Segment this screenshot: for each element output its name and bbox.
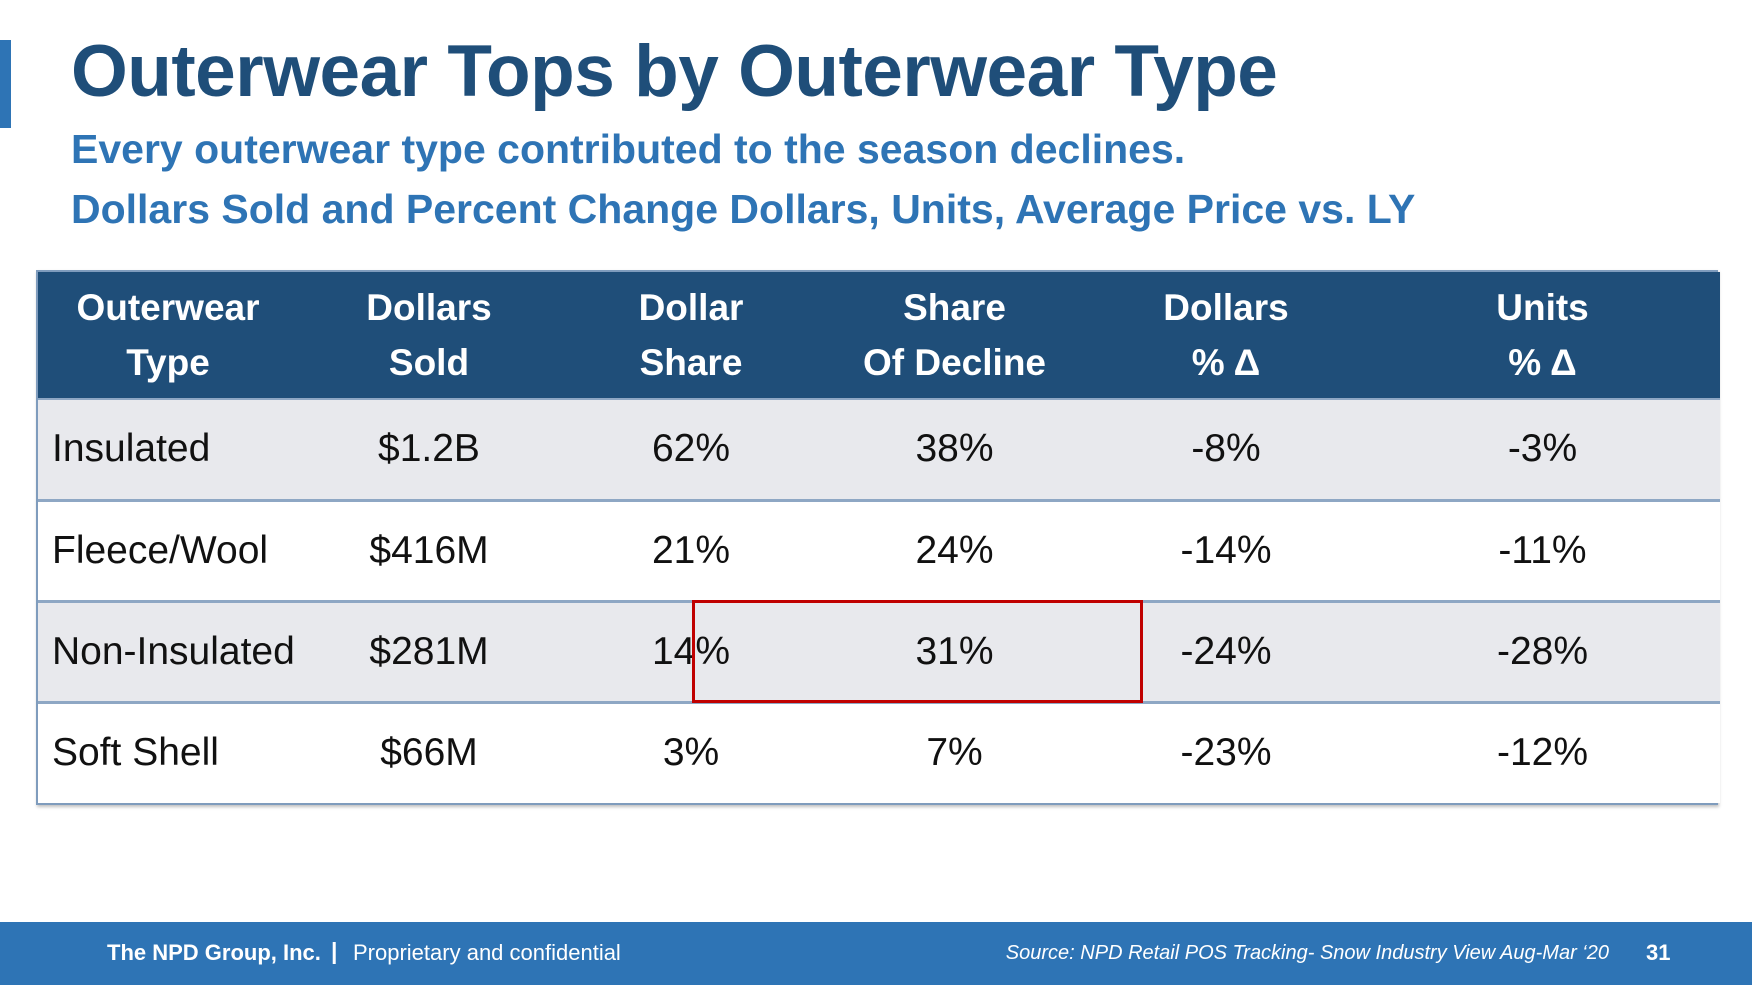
footer-company-name: The NPD Group, Inc. <box>107 940 321 965</box>
header-units-pct-change: Units % Δ <box>1496 287 1589 383</box>
table-row: Non-Insulated $281M 14% 31% -24% -28% <box>38 599 1720 702</box>
cell-units-pct-change: -11% <box>1365 498 1720 601</box>
cell-dollars-pct-change: -8% <box>1087 398 1365 500</box>
table-row: Insulated $1.2B 62% 38% -8% -3% <box>38 398 1720 500</box>
cell-outerwear-type: Soft Shell <box>38 700 298 803</box>
table-row: Fleece/Wool $416M 21% 24% -14% -11% <box>38 498 1720 601</box>
cell-dollars-pct-change: -23% <box>1087 700 1365 803</box>
cell-dollars-pct-change: -14% <box>1087 498 1365 601</box>
cell-dollars-sold: $1.2B <box>298 398 560 500</box>
cell-dollars-sold: $66M <box>298 700 560 803</box>
footer-bar: The NPD Group, Inc. | Proprietary and co… <box>0 922 1752 985</box>
slide-subtitle-line-2: Dollars Sold and Percent Change Dollars,… <box>71 186 1416 232</box>
table-row: Soft Shell $66M 3% 7% -23% -12% <box>38 700 1720 803</box>
title-accent-bar <box>0 40 11 128</box>
cell-dollars-sold: $281M <box>298 599 560 702</box>
cell-outerwear-type: Fleece/Wool <box>38 498 298 601</box>
cell-share-of-decline: 7% <box>822 700 1087 803</box>
cell-outerwear-type: Insulated <box>38 398 298 500</box>
cell-dollars-sold: $416M <box>298 498 560 601</box>
slide-title: Outerwear Tops by Outerwear Type <box>71 31 1278 112</box>
outerwear-type-table: Outerwear Type Dollars Sold Dollar Share… <box>36 270 1720 805</box>
cell-outerwear-type: Non-Insulated <box>38 599 298 702</box>
cell-dollar-share: 62% <box>560 398 822 500</box>
table-header-row: Outerwear Type Dollars Sold Dollar Share… <box>38 272 1720 399</box>
footer-confidential-note: Proprietary and confidential <box>353 940 621 965</box>
header-outerwear-type: Outerwear Type <box>76 287 260 383</box>
cell-share-of-decline: 31% <box>822 599 1087 702</box>
cell-dollar-share: 14% <box>560 599 822 702</box>
header-dollars-sold: Dollars Sold <box>366 287 492 383</box>
header-dollars-pct-change: Dollars % Δ <box>1163 287 1289 383</box>
cell-dollars-pct-change: -24% <box>1087 599 1365 702</box>
footer-source-note: Source: NPD Retail POS Tracking- Snow In… <box>1005 942 1609 964</box>
header-share-of-decline: Share Of Decline <box>863 287 1046 383</box>
cell-share-of-decline: 24% <box>822 498 1087 601</box>
cell-units-pct-change: -3% <box>1365 398 1720 500</box>
cell-units-pct-change: -28% <box>1365 599 1720 702</box>
footer-separator: | <box>331 938 338 964</box>
slide-subtitle-line-1: Every outerwear type contributed to the … <box>71 126 1186 172</box>
page-number: 31 <box>1646 940 1671 965</box>
cell-dollar-share: 3% <box>560 700 822 803</box>
header-dollar-share: Dollar Share <box>638 287 744 383</box>
cell-dollar-share: 21% <box>560 498 822 601</box>
cell-units-pct-change: -12% <box>1365 700 1720 803</box>
cell-share-of-decline: 38% <box>822 398 1087 500</box>
